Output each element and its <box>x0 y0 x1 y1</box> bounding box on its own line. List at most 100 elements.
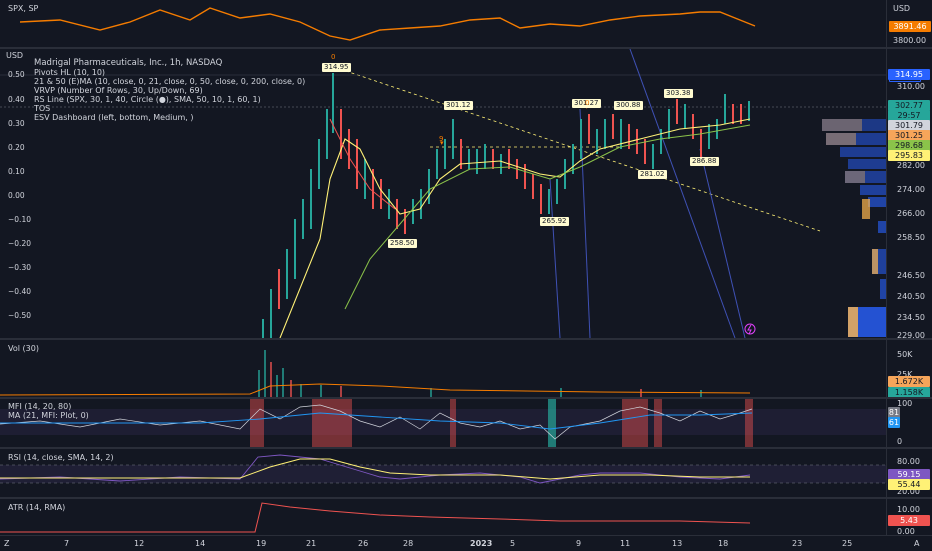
time-tick: 21 <box>306 539 317 548</box>
axis-tick: 229.00 <box>897 331 925 340</box>
svg-text:▾: ▾ <box>440 139 444 147</box>
price-tag: 295.83 <box>888 150 930 161</box>
vol-title[interactable]: Vol (30) <box>8 344 39 353</box>
axis-tick: 0 <box>897 437 903 446</box>
mfi-tag: 81 <box>888 407 900 418</box>
spx-pane[interactable]: SPX, SP USD 3891.46 3800.00 <box>0 0 932 47</box>
rsi-title[interactable]: RSI (14, close, SMA, 14, 2) <box>8 453 114 462</box>
pivot-mark: 0 <box>331 53 336 61</box>
atr-chart <box>0 502 751 533</box>
pivot-label: 281.02 <box>638 170 667 179</box>
spx-title: SPX, SP <box>8 4 39 13</box>
main-pane[interactable]: ▾ ▾ USD Madrigal Pharmaceuticals, Inc., … <box>0 49 932 340</box>
spx-tick: 3800.00 <box>893 36 927 45</box>
rsi-axis[interactable]: 80.00 20.00 <box>886 449 932 497</box>
axis-tick: 50K <box>897 350 913 359</box>
indicator-3[interactable]: RS Line (SPX, 30, 1, 40, Circle (●), SMA… <box>34 95 261 104</box>
atr-pane[interactable]: ATR (14, RMA) 10.00 0.00 5.43 <box>0 499 932 536</box>
pivot-label: 258.50 <box>388 239 417 248</box>
mfi-ma[interactable]: MA (21, MFI: Plot, 0) <box>8 411 89 420</box>
time-tick: 9 <box>576 539 582 548</box>
time-tick: 23 <box>792 539 803 548</box>
left-tick: 0.00 <box>8 191 25 200</box>
time-tick: 19 <box>256 539 267 548</box>
time-tick: 25 <box>842 539 853 548</box>
volume-chart <box>0 350 751 397</box>
spx-currency: USD <box>893 4 911 13</box>
main-price-chart: ▾ ▾ <box>0 49 886 338</box>
left-tick: 0.50 <box>8 70 25 79</box>
axis-tick: 274.00 <box>897 185 925 194</box>
symbol-title[interactable]: Madrigal Pharmaceuticals, Inc., 1h, NASD… <box>34 58 223 68</box>
pivot-mark: 0 <box>585 99 590 107</box>
time-tick: 2023 <box>470 539 493 548</box>
left-tick: −0.40 <box>8 287 31 296</box>
axis-tick: 266.00 <box>897 209 925 218</box>
axis-tick: 258.50 <box>897 233 925 242</box>
time-axis[interactable] <box>0 535 932 551</box>
spx-price-axis[interactable]: USD 3891.46 3800.00 <box>886 0 932 47</box>
pane-separator[interactable] <box>0 397 932 399</box>
indicator-1[interactable]: 21 & 50 (E)MA (10, close, 0, 21, close, … <box>34 77 306 86</box>
lightning-icon <box>744 323 756 335</box>
rsi-pane[interactable]: RSI (14, close, SMA, 14, 2) 80.00 20.00 … <box>0 449 932 497</box>
auto-scale-button[interactable]: A <box>914 539 920 548</box>
volume-pane[interactable]: Vol (30) 50K 25K 1.672K 1.158K <box>0 340 932 398</box>
pane-separator[interactable] <box>0 47 932 49</box>
left-tick: 0.40 <box>8 95 25 104</box>
pane-separator[interactable] <box>0 497 932 499</box>
mfi-axis[interactable]: 100 0 <box>886 399 932 447</box>
left-tick: 0.20 <box>8 143 25 152</box>
main-currency: USD <box>6 51 24 60</box>
pane-separator[interactable] <box>0 338 932 340</box>
time-tick: 13 <box>672 539 683 548</box>
atr-axis[interactable]: 10.00 0.00 <box>886 499 932 536</box>
indicator-2[interactable]: VRVP (Number Of Rows, 30, Up/Down, 69) <box>34 86 203 95</box>
rsi-tag: 59.15 <box>888 469 930 480</box>
vol-axis[interactable]: 50K 25K <box>886 340 932 397</box>
axis-tick: 80.00 <box>897 457 920 466</box>
pane-separator[interactable] <box>0 447 932 449</box>
time-tick: 11 <box>620 539 631 548</box>
left-tick: 0.30 <box>8 119 25 128</box>
pivot-label: 301.12 <box>444 101 473 110</box>
main-price-axis[interactable]: High 310.00 282.00 274.00 266.00 258.50 … <box>886 49 932 340</box>
mfi-pane[interactable]: MFI (14, 20, 80) MA (21, MFI: Plot, 0) 1… <box>0 399 932 447</box>
countdown-tag: 29:57 <box>888 110 930 121</box>
time-tick: 12 <box>134 539 145 548</box>
left-tick: −0.30 <box>8 263 31 272</box>
pivot-label: 265.92 <box>540 217 569 226</box>
volume-profile <box>822 119 886 337</box>
mfi-title[interactable]: MFI (14, 20, 80) <box>8 402 72 411</box>
indicator-5[interactable]: ESV Dashboard (left, bottom, Medium, ) <box>34 113 194 122</box>
mfi-ma-tag: 61 <box>888 417 900 428</box>
left-tick: −0.20 <box>8 239 31 248</box>
indicator-4[interactable]: TOS <box>34 104 51 113</box>
axis-tick: 234.50 <box>897 313 925 322</box>
atr-tag: 5.43 <box>888 515 930 526</box>
time-tick: 5 <box>510 539 516 548</box>
vol-tag: 1.158K <box>888 387 930 398</box>
price-tag: 298.68 <box>888 140 930 151</box>
time-tick: 28 <box>403 539 414 548</box>
time-tick: 18 <box>718 539 729 548</box>
left-tick: −0.50 <box>8 311 31 320</box>
ema50-line <box>344 124 751 310</box>
rsi-ma-tag: 55.44 <box>888 479 930 490</box>
atr-title[interactable]: ATR (14, RMA) <box>8 503 66 512</box>
pivot-label: 300.88 <box>614 101 643 110</box>
pivot-label: 286.88 <box>690 157 719 166</box>
mfi-chart <box>0 399 886 447</box>
axis-tick: 100 <box>897 399 913 408</box>
indicator-0[interactable]: Pivots HL (10, 10) <box>34 68 106 77</box>
time-tick: 26 <box>358 539 369 548</box>
axis-tick: 10.00 <box>897 505 920 514</box>
rsi-chart <box>0 454 886 484</box>
pivot-label: 314.95 <box>322 63 351 72</box>
axis-tick: 25K <box>897 370 913 379</box>
left-tick: −0.10 <box>8 215 31 224</box>
time-tick: 7 <box>64 539 70 548</box>
left-tick: 0.10 <box>8 167 25 176</box>
zoom-button[interactable]: Z <box>4 539 10 548</box>
axis-tick: 310.00 <box>897 82 925 91</box>
